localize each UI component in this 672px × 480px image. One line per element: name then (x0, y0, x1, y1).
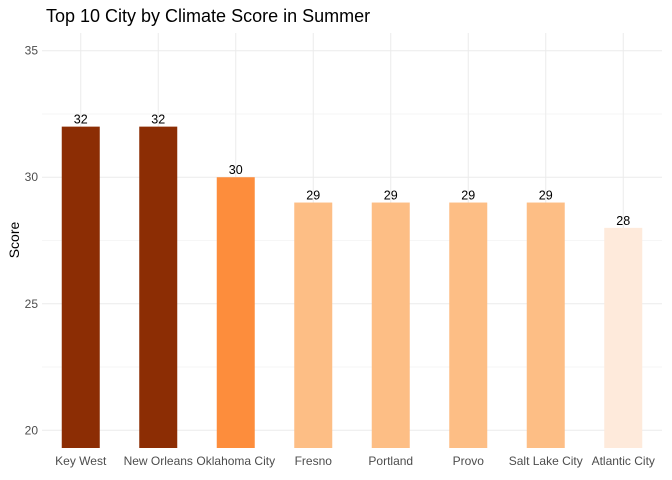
data-label: 28 (616, 214, 630, 228)
y-tick-label: 35 (25, 44, 39, 58)
gridlines (42, 33, 662, 448)
y-tick-label: 30 (25, 170, 39, 184)
y-axis-label: Score (6, 222, 22, 259)
bar (371, 202, 410, 448)
bars (61, 126, 643, 449)
bar (216, 177, 255, 449)
x-tick-label: Portland (368, 454, 413, 468)
bar (604, 227, 643, 448)
x-axis-ticks: Key West New Orleans Oklahoma City Fresno Po… (55, 454, 655, 468)
data-label: 29 (306, 189, 320, 203)
y-tick-label: 25 (25, 297, 39, 311)
data-label: 32 (74, 113, 88, 127)
chart-title: Top 10 City by Climate Score in Summer (46, 6, 370, 26)
bar (139, 126, 178, 448)
data-label: 29 (539, 189, 553, 203)
y-axis-ticks: 20 25 30 35 (25, 44, 39, 438)
data-labels: 32 32 30 29 29 29 29 28 (74, 113, 630, 228)
bar (294, 202, 333, 448)
data-label: 30 (229, 163, 243, 177)
bar (526, 202, 565, 448)
x-tick-label: Key West (55, 454, 107, 468)
data-label: 32 (151, 113, 165, 127)
data-label: 29 (384, 189, 398, 203)
x-tick-label: Fresno (295, 454, 333, 468)
bar (449, 202, 488, 448)
bar (61, 126, 100, 448)
x-tick-label: Oklahoma City (196, 454, 275, 468)
x-tick-label: Provo (453, 454, 485, 468)
x-tick-label: Atlantic City (592, 454, 655, 468)
x-tick-label: Salt Lake City (509, 454, 583, 468)
y-tick-label: 20 (25, 423, 39, 437)
x-tick-label: New Orleans (124, 454, 193, 468)
data-label: 29 (461, 189, 475, 203)
